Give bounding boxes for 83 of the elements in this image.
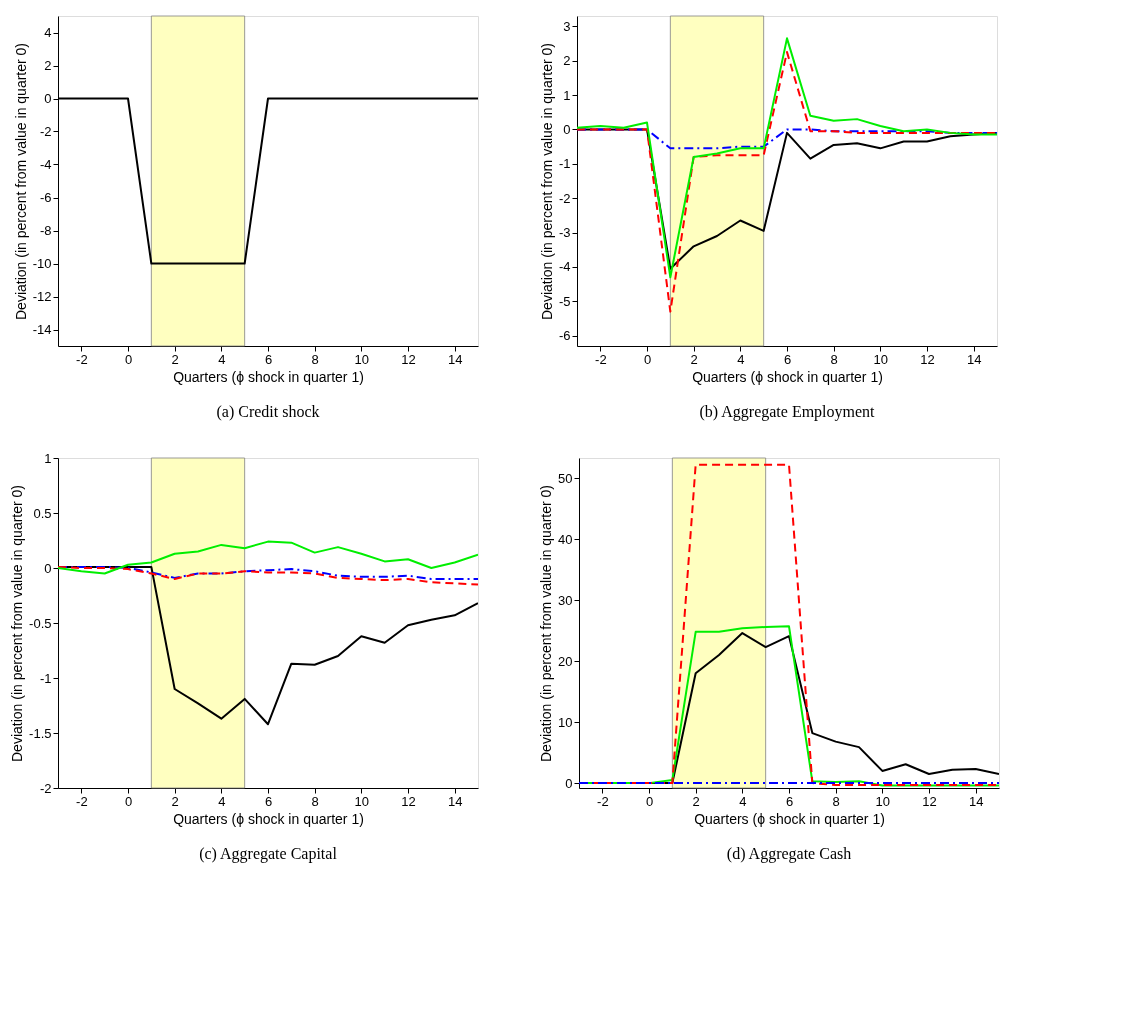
y-tick-label: 2	[44, 58, 52, 73]
y-tick-label: -5	[558, 293, 571, 309]
x-tick-label: 2	[171, 351, 179, 367]
y-tick-label: 30	[558, 592, 573, 608]
text: (d) Aggregate Cash	[726, 845, 852, 863]
x-axis-title: Quarters (ϕ shock in quarter 1)	[694, 810, 885, 827]
y-tick-label: -3	[558, 225, 571, 241]
y-tick-label: -2	[558, 190, 571, 206]
y-tick-label: 10	[558, 714, 573, 730]
y-axis-title: Deviation (in percent from value in quarter 0)	[12, 42, 29, 321]
y-tick-label: -6	[558, 328, 571, 344]
x-axis-title: Quarters (ϕ shock in quarter 1)	[692, 368, 883, 385]
text: (a) Credit shock	[216, 403, 320, 421]
text: (b) Aggregate Employment	[699, 403, 876, 421]
x-tick-label: 6	[264, 351, 273, 367]
x-tick-label: 6	[785, 793, 794, 809]
x-tick-label: 8	[311, 793, 319, 809]
y-tick-label: -4	[39, 157, 52, 172]
y-tick-label: 2	[563, 53, 571, 69]
y-tick-label: -12	[32, 289, 52, 304]
y-tick-label: -4	[558, 259, 571, 275]
y-tick-label: -6	[39, 190, 52, 205]
y-axis-title: Deviation (in percent from value in quarter 0)	[538, 42, 555, 321]
x-tick-label: 2	[692, 793, 700, 809]
y-tick-label: -14	[32, 322, 52, 337]
y-tick-label: -2	[39, 780, 52, 796]
x-tick-label: 12	[922, 793, 937, 809]
x-tick-label: 2	[690, 351, 698, 367]
x-tick-label: 14	[966, 351, 982, 367]
text: (c) Aggregate Capital	[199, 845, 338, 863]
y-axis-title: Deviation (in percent from value in quarter 0)	[538, 484, 555, 763]
x-tick-label: 4	[218, 351, 226, 367]
y-tick-label: 1	[563, 87, 571, 103]
x-tick-label: 12	[401, 351, 416, 367]
x-tick-label: 14	[447, 351, 463, 367]
y-tick-label: 50	[558, 470, 573, 486]
y-tick-label: 0	[44, 560, 52, 576]
y-tick-label: -0.5	[29, 615, 52, 631]
x-tick-label: 10	[354, 793, 370, 809]
x-tick-label: 4	[737, 351, 745, 367]
y-tick-label: -8	[39, 223, 52, 238]
x-tick-label: 8	[311, 351, 319, 367]
x-tick-label: 14	[447, 793, 463, 809]
x-tick-label: 10	[873, 351, 889, 367]
y-tick-label: 0	[563, 121, 571, 137]
y-tick-label: -1.5	[29, 725, 52, 741]
line-series	[58, 565, 478, 586]
y-tick-label: -1	[39, 670, 52, 686]
x-tick-label: 12	[401, 793, 416, 809]
y-tick-label: -1	[558, 156, 571, 172]
x-tick-label: 4	[739, 793, 747, 809]
x-tick-label: 6	[783, 351, 792, 367]
y-tick-label: 0.5	[33, 505, 52, 521]
y-tick-label: 40	[558, 531, 573, 547]
x-axis-title: Quarters (ϕ shock in quarter 1)	[173, 810, 364, 827]
y-tick-label: 20	[558, 653, 573, 669]
y-tick-label: 0	[44, 91, 52, 106]
x-tick-label: -2	[597, 793, 609, 809]
x-tick-label: 0	[124, 351, 133, 367]
x-tick-label: 12	[920, 351, 935, 367]
x-tick-label: 0	[124, 793, 133, 809]
x-tick-label: 6	[264, 793, 273, 809]
y-tick-label: 0	[565, 775, 573, 791]
x-tick-label: 0	[645, 793, 654, 809]
x-tick-label: -2	[76, 793, 88, 809]
y-tick-label: -2	[39, 124, 52, 139]
x-tick-label: -2	[595, 351, 607, 367]
x-tick-label: 10	[875, 793, 891, 809]
y-tick-label: -10	[32, 256, 52, 271]
x-tick-label: 0	[643, 351, 652, 367]
x-tick-label: 4	[218, 793, 226, 809]
y-tick-label: 4	[44, 25, 52, 40]
y-axis-title: Deviation (in percent from value in quarter 0)	[9, 484, 26, 763]
x-tick-label: -2	[76, 351, 88, 367]
y-tick-label: 3	[563, 18, 571, 34]
x-axis-title: Quarters (ϕ shock in quarter 1)	[173, 368, 364, 385]
line-series	[58, 540, 478, 575]
y-tick-label: 1	[44, 450, 52, 466]
x-tick-label: 2	[171, 793, 179, 809]
x-tick-label: 8	[832, 793, 840, 809]
x-tick-label: 14	[968, 793, 984, 809]
x-tick-label: 8	[830, 351, 838, 367]
x-tick-label: 10	[354, 351, 370, 367]
